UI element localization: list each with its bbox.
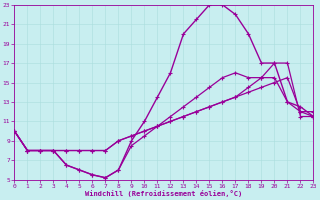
X-axis label: Windchill (Refroidissement éolien,°C): Windchill (Refroidissement éolien,°C) xyxy=(85,190,243,197)
